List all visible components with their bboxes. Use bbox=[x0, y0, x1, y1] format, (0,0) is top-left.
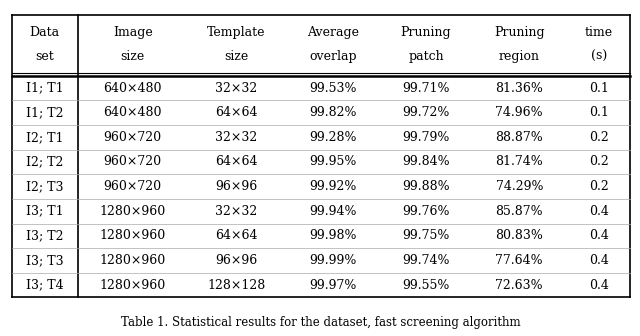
Text: 0.4: 0.4 bbox=[589, 254, 609, 267]
Text: 0.2: 0.2 bbox=[589, 156, 609, 168]
Text: 32×32: 32×32 bbox=[215, 82, 257, 95]
Text: 99.76%: 99.76% bbox=[403, 205, 450, 218]
Text: I3; T2: I3; T2 bbox=[26, 229, 63, 242]
Text: 80.83%: 80.83% bbox=[495, 229, 543, 242]
Text: 81.36%: 81.36% bbox=[495, 82, 543, 95]
Text: 99.97%: 99.97% bbox=[309, 279, 356, 292]
Text: 99.95%: 99.95% bbox=[309, 156, 356, 168]
Text: 74.29%: 74.29% bbox=[495, 180, 543, 193]
Text: time: time bbox=[585, 26, 613, 39]
Text: 88.87%: 88.87% bbox=[495, 131, 543, 144]
Text: (s): (s) bbox=[591, 50, 607, 63]
Text: 72.63%: 72.63% bbox=[495, 279, 543, 292]
Text: Image: Image bbox=[113, 26, 153, 39]
Text: 0.1: 0.1 bbox=[589, 82, 609, 95]
Text: Data: Data bbox=[29, 26, 60, 39]
Text: I3; T3: I3; T3 bbox=[26, 254, 63, 267]
Text: I2; T2: I2; T2 bbox=[26, 156, 63, 168]
Text: Table 1. Statistical results for the dataset, fast screening algorithm: Table 1. Statistical results for the dat… bbox=[121, 316, 521, 329]
Text: 77.64%: 77.64% bbox=[495, 254, 543, 267]
Text: 99.92%: 99.92% bbox=[309, 180, 356, 193]
Text: 74.96%: 74.96% bbox=[495, 106, 543, 119]
Text: I3; T1: I3; T1 bbox=[26, 205, 63, 218]
Text: 0.4: 0.4 bbox=[589, 229, 609, 242]
Text: 99.88%: 99.88% bbox=[402, 180, 450, 193]
Text: 96×96: 96×96 bbox=[215, 180, 257, 193]
Text: 640×480: 640×480 bbox=[104, 82, 162, 95]
Text: 99.94%: 99.94% bbox=[309, 205, 356, 218]
Text: set: set bbox=[35, 50, 54, 63]
Text: 64×64: 64×64 bbox=[215, 229, 257, 242]
Text: Pruning: Pruning bbox=[494, 26, 545, 39]
Text: 640×480: 640×480 bbox=[104, 106, 162, 119]
Text: 99.72%: 99.72% bbox=[403, 106, 450, 119]
Text: 96×96: 96×96 bbox=[215, 254, 257, 267]
Text: 1280×960: 1280×960 bbox=[100, 229, 166, 242]
Text: 128×128: 128×128 bbox=[207, 279, 266, 292]
Text: I1; T2: I1; T2 bbox=[26, 106, 63, 119]
Text: 64×64: 64×64 bbox=[215, 156, 257, 168]
Text: size: size bbox=[121, 50, 145, 63]
Text: I2; T3: I2; T3 bbox=[26, 180, 63, 193]
Text: 1280×960: 1280×960 bbox=[100, 205, 166, 218]
Text: 0.4: 0.4 bbox=[589, 205, 609, 218]
Text: 960×720: 960×720 bbox=[104, 180, 162, 193]
Text: 99.75%: 99.75% bbox=[403, 229, 450, 242]
Text: 99.74%: 99.74% bbox=[403, 254, 450, 267]
Text: 99.99%: 99.99% bbox=[309, 254, 356, 267]
Text: 99.53%: 99.53% bbox=[309, 82, 356, 95]
Text: 99.55%: 99.55% bbox=[403, 279, 450, 292]
Text: 0.2: 0.2 bbox=[589, 131, 609, 144]
Text: 960×720: 960×720 bbox=[104, 131, 162, 144]
Text: overlap: overlap bbox=[309, 50, 356, 63]
Text: Template: Template bbox=[207, 26, 266, 39]
Text: 99.71%: 99.71% bbox=[403, 82, 450, 95]
Text: 99.82%: 99.82% bbox=[309, 106, 356, 119]
Text: size: size bbox=[224, 50, 248, 63]
Text: patch: patch bbox=[408, 50, 444, 63]
Text: 99.84%: 99.84% bbox=[402, 156, 450, 168]
Text: 32×32: 32×32 bbox=[215, 131, 257, 144]
Text: 1280×960: 1280×960 bbox=[100, 279, 166, 292]
Text: region: region bbox=[499, 50, 540, 63]
Text: 99.28%: 99.28% bbox=[309, 131, 356, 144]
Text: 32×32: 32×32 bbox=[215, 205, 257, 218]
Text: Pruning: Pruning bbox=[401, 26, 451, 39]
Text: 0.4: 0.4 bbox=[589, 279, 609, 292]
Text: I2; T1: I2; T1 bbox=[26, 131, 63, 144]
Text: I3; T4: I3; T4 bbox=[26, 279, 63, 292]
Text: 85.87%: 85.87% bbox=[495, 205, 543, 218]
Text: 64×64: 64×64 bbox=[215, 106, 257, 119]
Text: 81.74%: 81.74% bbox=[495, 156, 543, 168]
Text: 0.1: 0.1 bbox=[589, 106, 609, 119]
Text: 99.79%: 99.79% bbox=[403, 131, 450, 144]
Text: 1280×960: 1280×960 bbox=[100, 254, 166, 267]
Text: 960×720: 960×720 bbox=[104, 156, 162, 168]
Text: Average: Average bbox=[307, 26, 359, 39]
Text: 0.2: 0.2 bbox=[589, 180, 609, 193]
Text: I1; T1: I1; T1 bbox=[26, 82, 63, 95]
Text: 99.98%: 99.98% bbox=[309, 229, 356, 242]
